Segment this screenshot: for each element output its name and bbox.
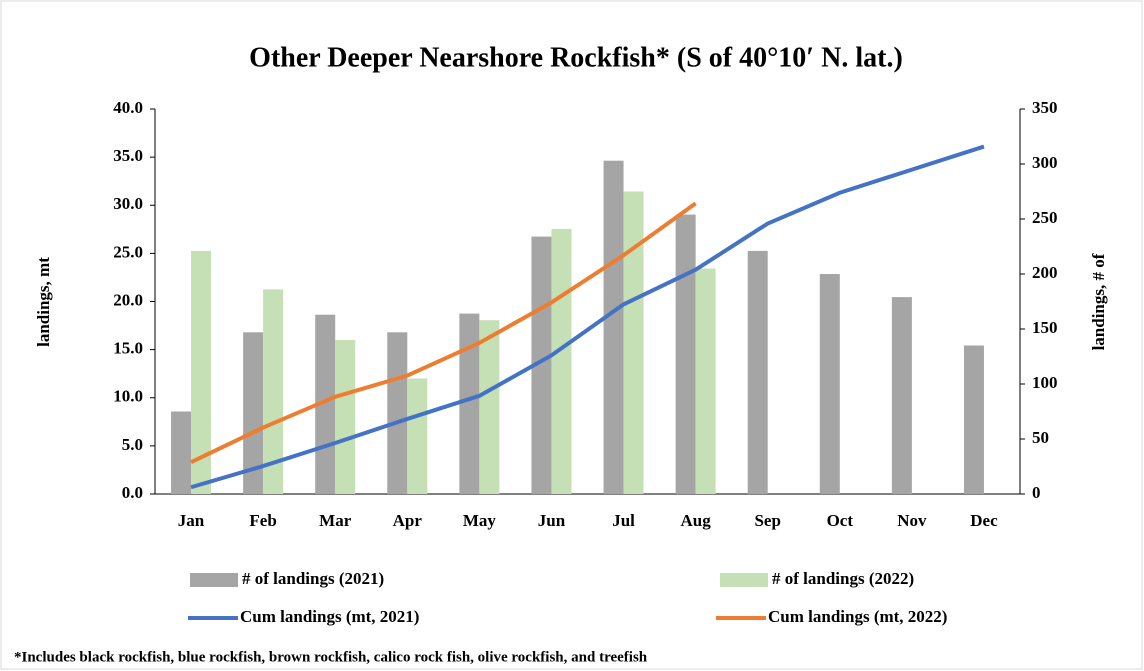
footnote: *Includes black rockfish, blue rockfish,…	[14, 649, 648, 665]
y2-tick-label: 350	[1032, 98, 1058, 117]
bar	[263, 289, 284, 494]
x-tick-label: Jun	[538, 511, 566, 530]
y-axis-label: landings, mt	[34, 257, 53, 347]
y-tick-label: 20.0	[113, 290, 143, 309]
legend-label: # of landings (2021)	[242, 569, 384, 588]
bar	[675, 214, 696, 494]
bar	[747, 250, 768, 494]
line	[190, 144, 985, 490]
x-tick-label: Nov	[897, 511, 927, 530]
bar	[191, 250, 212, 494]
bar	[335, 340, 356, 494]
y-tick-label: 15.0	[113, 339, 143, 358]
bar	[819, 274, 840, 494]
bar	[963, 345, 984, 494]
y-tick-label: 0.0	[122, 483, 143, 502]
y-tick-label: 30.0	[113, 194, 143, 213]
bar	[243, 332, 264, 494]
line	[190, 201, 697, 465]
x-tick-label: Jul	[612, 511, 635, 530]
y2-tick-label: 100	[1032, 373, 1058, 392]
legend-label: # of landings (2022)	[772, 569, 914, 588]
y2-axis-label: landings, # of	[1089, 253, 1108, 350]
bar	[531, 236, 552, 494]
x-tick-label: Jan	[178, 511, 205, 530]
y2-tick-label: 250	[1032, 208, 1058, 227]
y-tick-label: 40.0	[113, 98, 143, 117]
x-tick-label: Sep	[754, 511, 780, 530]
x-tick-label: Feb	[249, 511, 276, 530]
y2-tick-label: 50	[1032, 428, 1049, 447]
y-tick-label: 35.0	[113, 146, 143, 165]
bar	[479, 320, 500, 494]
bar	[407, 378, 428, 494]
bar	[623, 191, 644, 494]
bar	[459, 313, 480, 494]
bar	[551, 228, 572, 494]
y2-tick-label: 200	[1032, 263, 1058, 282]
y2-tick-label: 150	[1032, 318, 1058, 337]
bar	[603, 160, 624, 494]
chart-title: Other Deeper Nearshore Rockfish* (S of 4…	[249, 42, 903, 73]
y-tick-label: 5.0	[122, 435, 143, 454]
x-tick-label: Aug	[681, 511, 712, 530]
y-tick-label: 25.0	[113, 242, 143, 261]
y2-tick-label: 300	[1032, 153, 1058, 172]
bar	[171, 411, 192, 494]
legend-label: Cum landings (mt, 2021)	[240, 607, 419, 626]
bar	[387, 332, 408, 494]
bar	[695, 268, 716, 494]
bar	[891, 297, 912, 494]
legend-swatch	[190, 573, 238, 587]
legend-label: Cum landings (mt, 2022)	[768, 607, 947, 626]
x-tick-label: Apr	[393, 511, 423, 530]
y2-tick-label: 0	[1032, 483, 1041, 502]
y-tick-label: 10.0	[113, 387, 143, 406]
x-tick-label: Dec	[970, 511, 998, 530]
x-tick-label: May	[463, 511, 497, 530]
legend-swatch	[720, 573, 768, 587]
x-tick-label: Mar	[319, 511, 352, 530]
x-tick-label: Oct	[827, 511, 854, 530]
